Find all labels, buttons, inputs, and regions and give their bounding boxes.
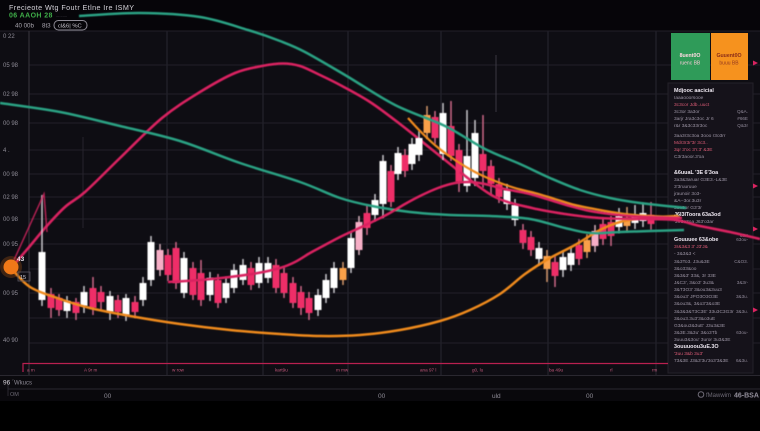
svg-text:..........: .......... xyxy=(56,13,67,18)
svg-text:63ou-: 63ou- xyxy=(736,330,748,335)
svg-text:3a3&3aruar G3E3.-L&3E: 3a3&3aruar G3E3.-L&3E xyxy=(674,177,727,183)
svg-text:#66E: #66E xyxy=(737,116,748,121)
svg-text:40 00b: 40 00b xyxy=(15,23,34,30)
svg-text:3qr 3'oc 3'r.3' &3E: 3qr 3'oc 3'r.3' &3E xyxy=(674,147,712,153)
svg-text:uld: uld xyxy=(492,393,501,400)
svg-text:3aa3r3c3oa 3ooo r3o3rr: 3aa3r3c3oa 3ooo r3o3rr xyxy=(674,133,726,139)
svg-text:3&ou3&, 3&o3'3&o3E: 3&ou3&, 3&o3'3&o3E xyxy=(674,301,720,307)
svg-text:3ouuuoou3uE.3O: 3ouuuoou3uE.3O xyxy=(674,344,719,350)
svg-text:Guuent0O: Guuent0O xyxy=(716,53,741,59)
svg-text:G3&ou3&3uE' J3u3&3E: G3&ou3&3uE' J3u3&3E xyxy=(674,323,725,329)
svg-text:00 98: 00 98 xyxy=(3,121,19,127)
svg-text:73&3E J3&3'3u'3o3'3&3E: 73&3E J3&3'3u'3o3'3&3E xyxy=(674,358,729,364)
svg-text:fMawwim: fMawwim xyxy=(706,393,731,399)
svg-text:40 90: 40 90 xyxy=(3,338,19,344)
svg-text:46-BSA: 46-BSA xyxy=(734,393,759,400)
svg-text:00 98: 00 98 xyxy=(3,217,19,223)
svg-text:ruenc BB: ruenc BB xyxy=(680,61,701,67)
svg-text:15: 15 xyxy=(20,275,26,281)
svg-text:02 98: 02 98 xyxy=(3,92,19,98)
svg-text:rm: rm xyxy=(652,368,658,373)
svg-text:'3uu 3&b 3u3': '3uu 3&b 3u3' xyxy=(674,351,703,357)
svg-text:´Wkucs: ´Wkucs xyxy=(12,381,32,387)
svg-text:3&3E.3&3u' 3&o3Tb: 3&3E.3&3u' 3&o3Tb xyxy=(674,330,718,336)
svg-text:a m: a m xyxy=(27,368,35,373)
svg-text:&A--3or.3u3r: &A--3or.3u3r xyxy=(674,198,702,204)
svg-text:ana 97 l: ana 97 l xyxy=(420,368,436,373)
svg-text:A 9r m: A 9r m xyxy=(84,368,97,373)
svg-text:3c3or 3a3or: 3c3or 3a3or xyxy=(674,109,700,115)
svg-text:Mdjooc aacicial: Mdjooc aacicial xyxy=(674,88,714,94)
svg-text:8t3: 8t3 xyxy=(42,23,51,30)
svg-text:63ou-: 63ou- xyxy=(736,237,748,242)
svg-text:3&3&3' 33&, 3r 33E: 3&3&3' 33&, 3r 33E xyxy=(674,273,716,279)
svg-text:00 98: 00 98 xyxy=(3,172,19,178)
svg-text:m mw: m mw xyxy=(336,368,349,373)
svg-text:buuu BB: buuu BB xyxy=(719,61,739,67)
svg-text:cl&6| %C: cl&6| %C xyxy=(58,24,82,30)
svg-text:Q&A.: Q&A. xyxy=(737,109,748,114)
svg-text:02 98: 02 98 xyxy=(3,195,19,201)
svg-text:Gouuuee 63&obe: Gouuuee 63&obe xyxy=(674,237,718,243)
svg-text:J&C3', 3&o3' 3u3&: J&C3', 3&o3' 3u3& xyxy=(674,280,715,286)
svg-text:96: 96 xyxy=(3,380,11,387)
svg-text:3&3To3. J3u&3E: 3&3To3. J3u&3E xyxy=(674,259,710,265)
svg-text:06 AAOH 28: 06 AAOH 28 xyxy=(9,13,53,20)
svg-text:J6I3IToora 63a3od: J6I3IToora 63a3od xyxy=(674,212,721,218)
svg-text:- 3&3&3 <: - 3&3&3 < xyxy=(674,251,696,257)
svg-text:3'3ruuruue: 3'3ruuruue xyxy=(674,184,697,190)
svg-text:3&3&3&T3C3E' 33u3C3G3r: 3&3&3&T3C3E' 33u3C3G3r xyxy=(674,309,734,315)
svg-text:3&3u.: 3&3u. xyxy=(736,309,748,314)
svg-text:3arjr Jra3c3oc Jr 6: 3arjr Jra3c3oc Jr 6 xyxy=(674,116,714,122)
svg-text:jraunoir 3o3-: jraunoir 3o3- xyxy=(673,191,701,197)
svg-text:3&o33&oo: 3&o33&oo xyxy=(674,266,697,272)
svg-text:4 .: 4 . xyxy=(3,148,10,154)
svg-text:Q&3r: Q&3r xyxy=(737,123,748,128)
svg-text:Iaaaooorsooe: Iaaaooorsooe xyxy=(674,95,704,101)
svg-text:3ao3or G3'3r: 3ao3or G3'3r xyxy=(674,205,702,211)
svg-text:kart9u: kart9u xyxy=(275,368,288,373)
svg-text:OM: OM xyxy=(10,392,19,398)
svg-text:00 95: 00 95 xyxy=(3,242,19,248)
svg-text:00 95: 00 95 xyxy=(3,291,19,297)
svg-text:3r&3&3 3' J3'J&: 3r&3&3 3' J3'J& xyxy=(674,244,709,250)
svg-text:3&3r-: 3&3r- xyxy=(737,280,749,285)
svg-text:Frecieote Wtg Foutr Etlne: Frecieote Wtg Foutr Etlne Ire ISMY xyxy=(9,3,134,12)
svg-text:00: 00 xyxy=(378,393,386,400)
svg-text:&6uuaL '3E 6'3oa: &6uuaL '3E 6'3oa xyxy=(674,170,719,176)
svg-text:C3r3aoor.3'oa: C3r3aoor.3'oa xyxy=(674,154,704,160)
svg-text:3uuu3&3ou' 3uror 3u3&3E: 3uuu3&3ou' 3uror 3u3&3E xyxy=(674,337,730,343)
svg-text:3&3u.: 3&3u. xyxy=(736,294,748,299)
svg-text:3&ou3' JPO3O3O3E: 3&ou3' JPO3O3O3E xyxy=(674,294,718,300)
svg-text:05 98: 05 98 xyxy=(3,63,19,69)
svg-text:'3rr3o3oa J63'o3ar: '3rr3o3oa J63'o3ar xyxy=(674,219,714,225)
svg-text:g0, lu: g0, lu xyxy=(472,368,484,373)
svg-text:3c3cor Jdb..uuct: 3c3cor Jdb..uuct xyxy=(674,102,710,108)
svg-text:r&r 3&3c33r3oc: r&r 3&3c33r3oc xyxy=(674,123,708,129)
svg-text:8uent0O: 8uent0O xyxy=(680,53,701,59)
svg-text:6&3u.: 6&3u. xyxy=(736,358,748,363)
svg-text:43: 43 xyxy=(17,256,25,263)
svg-text:3&T3O3' 3&ou3&3uu3: 3&T3O3' 3&ou3&3uu3 xyxy=(674,287,722,293)
svg-text:w row: w row xyxy=(172,368,185,373)
svg-text:3&ou3.3u3'3&o3uE: 3&ou3.3u3'3&o3uE xyxy=(674,316,715,322)
svg-text:ba 49u: ba 49u xyxy=(549,368,563,373)
svg-text:C&O3.: C&O3. xyxy=(734,259,748,264)
svg-text:00: 00 xyxy=(104,393,112,400)
svg-text:Mdr3r3r'3r 3c3..: Mdr3r3r'3r 3c3.. xyxy=(674,140,708,146)
svg-text:rl: rl xyxy=(610,368,613,373)
svg-text:0 22: 0 22 xyxy=(3,34,15,40)
svg-text:00: 00 xyxy=(586,393,594,400)
